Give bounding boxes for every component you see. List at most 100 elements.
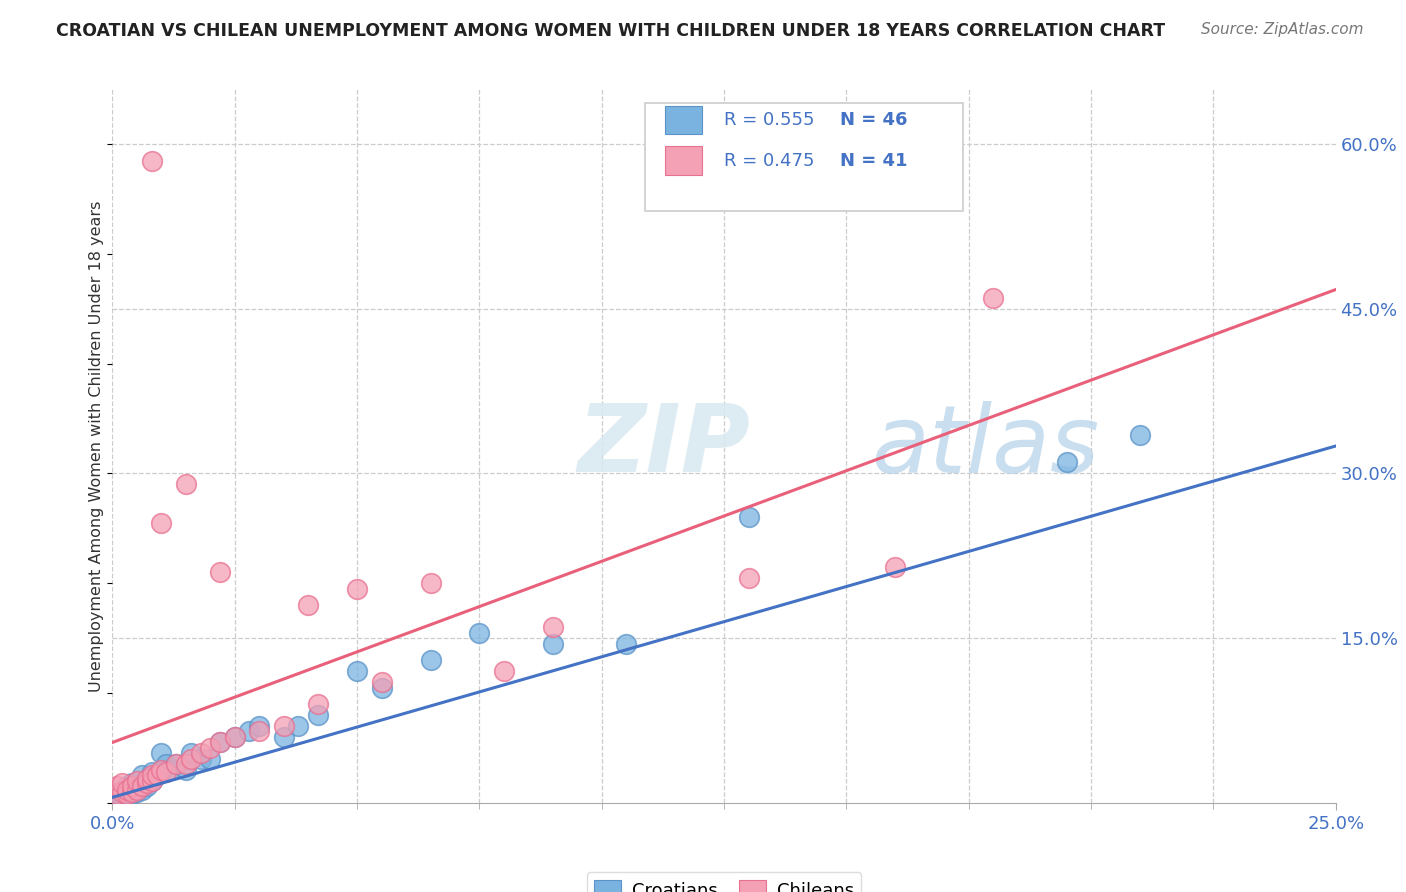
Point: [105, 780, 128, 794]
Text: ZIP: ZIP: [578, 400, 751, 492]
Point: [121, 780, 143, 794]
Point: [111, 789, 134, 804]
Point: [884, 559, 907, 574]
Point: [209, 566, 232, 580]
Point: [370, 675, 392, 690]
Point: [174, 763, 197, 777]
Point: [141, 153, 163, 168]
Point: [419, 653, 441, 667]
Point: [135, 772, 157, 786]
Point: [115, 787, 138, 801]
Point: [273, 719, 295, 733]
Text: R = 0.555: R = 0.555: [724, 111, 814, 128]
Point: [131, 782, 153, 797]
Point: [131, 780, 153, 794]
Point: [209, 735, 232, 749]
Text: R = 0.475: R = 0.475: [724, 152, 814, 169]
Point: [180, 747, 202, 761]
Point: [141, 765, 163, 780]
Point: [1129, 428, 1152, 442]
Point: [121, 782, 143, 797]
Point: [737, 510, 759, 524]
Point: [135, 776, 157, 790]
Point: [150, 747, 173, 761]
Point: [224, 730, 246, 744]
Point: [150, 765, 173, 780]
Point: [247, 724, 270, 739]
Point: [111, 776, 134, 790]
Point: [737, 571, 759, 585]
Point: [150, 516, 173, 530]
Point: [614, 637, 637, 651]
Point: [287, 719, 309, 733]
Point: [1056, 455, 1078, 469]
Point: [541, 637, 564, 651]
Point: [297, 598, 319, 612]
Point: [145, 768, 167, 782]
Point: [346, 664, 368, 678]
Point: [150, 763, 173, 777]
Point: [165, 757, 187, 772]
Point: [105, 787, 128, 801]
Point: [180, 752, 202, 766]
Point: [307, 708, 329, 723]
Point: [115, 780, 138, 794]
Point: [307, 697, 329, 711]
Point: [125, 773, 148, 788]
Point: [141, 773, 163, 788]
Point: [111, 782, 134, 797]
Point: [224, 730, 246, 744]
Point: [468, 625, 491, 640]
Point: [121, 785, 143, 799]
Text: CROATIAN VS CHILEAN UNEMPLOYMENT AMONG WOMEN WITH CHILDREN UNDER 18 YEARS CORREL: CROATIAN VS CHILEAN UNEMPLOYMENT AMONG W…: [56, 22, 1166, 40]
Point: [115, 788, 138, 802]
Point: [131, 776, 153, 790]
Point: [155, 765, 177, 780]
Point: [141, 768, 163, 782]
Point: [135, 772, 157, 786]
FancyBboxPatch shape: [665, 105, 702, 134]
Point: [105, 790, 128, 805]
Point: [174, 757, 197, 772]
Point: [200, 752, 222, 766]
Point: [209, 735, 232, 749]
Point: [125, 780, 148, 794]
Legend: Croatians, Chileans: Croatians, Chileans: [586, 872, 862, 892]
Point: [135, 780, 157, 794]
Point: [111, 785, 134, 799]
Point: [111, 785, 134, 799]
Point: [121, 787, 143, 801]
Point: [121, 776, 143, 790]
Point: [145, 768, 167, 782]
Point: [115, 785, 138, 799]
Point: [247, 719, 270, 733]
Point: [238, 724, 260, 739]
Text: atlas: atlas: [870, 401, 1099, 491]
Point: [492, 664, 515, 678]
Point: [541, 620, 564, 634]
Point: [125, 785, 148, 799]
Point: [273, 730, 295, 744]
Point: [155, 757, 177, 772]
Point: [370, 681, 392, 695]
Point: [981, 291, 1004, 305]
Point: [419, 576, 441, 591]
Point: [125, 782, 148, 797]
Point: [141, 773, 163, 788]
Text: N = 41: N = 41: [841, 152, 908, 169]
Point: [190, 747, 212, 761]
Point: [160, 763, 183, 777]
Point: [190, 752, 212, 766]
Point: [200, 740, 222, 755]
Point: [174, 477, 197, 491]
Point: [105, 787, 128, 801]
Text: Source: ZipAtlas.com: Source: ZipAtlas.com: [1201, 22, 1364, 37]
FancyBboxPatch shape: [644, 103, 963, 211]
Text: N = 46: N = 46: [841, 111, 908, 128]
Point: [165, 757, 187, 772]
Point: [346, 582, 368, 596]
FancyBboxPatch shape: [665, 146, 702, 175]
Point: [131, 768, 153, 782]
Y-axis label: Unemployment Among Women with Children Under 18 years: Unemployment Among Women with Children U…: [89, 201, 104, 691]
Point: [115, 782, 138, 797]
